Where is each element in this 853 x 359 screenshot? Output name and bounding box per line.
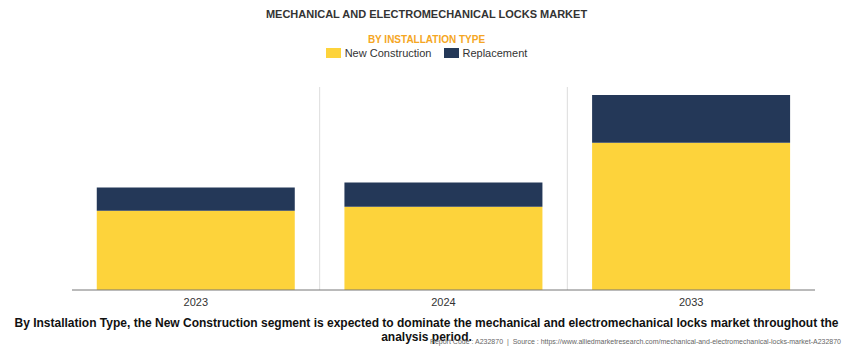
- svg-text:2024: 2024: [431, 296, 455, 308]
- html-text:Report Code : A232870 | Source: Report Code : A232870 | Source : https:/…: [429, 338, 841, 345]
- html-text:By Installation Type, the New: By Installation Type, the New Constructi…: [14, 316, 839, 344]
- html-text:Replacement: Replacement: [462, 47, 528, 59]
- svg-text:2023: 2023: [184, 296, 208, 308]
- html-text:MECHANICAL AND ELECTROMECHANIC: MECHANICAL AND ELECTROMECHANICAL LOCKS M…: [265, 8, 588, 20]
- html-text:New Construction: New Construction: [344, 47, 432, 59]
- svg-text:2033: 2033: [679, 296, 703, 308]
- html-text:BY INSTALLATION TYPE: BY INSTALLATION TYPE: [367, 34, 486, 45]
